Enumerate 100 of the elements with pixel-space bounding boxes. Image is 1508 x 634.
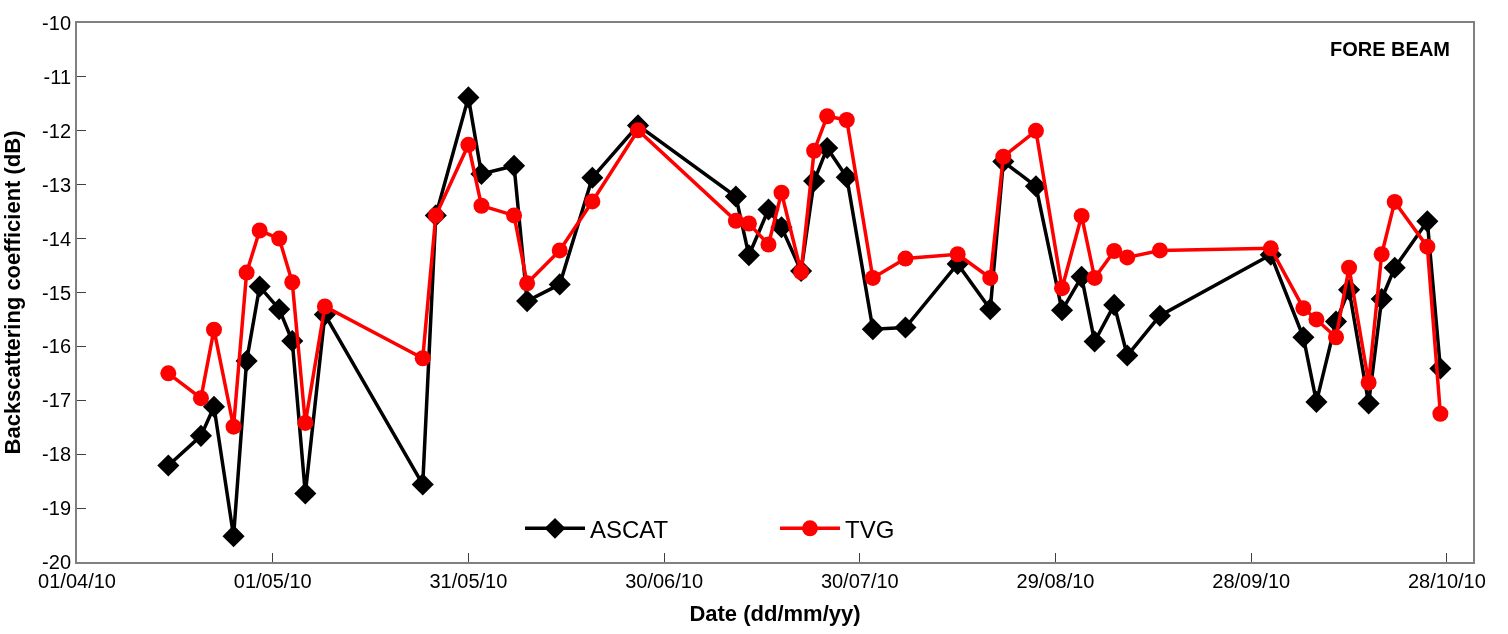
- y-tick-label: -14: [42, 227, 71, 250]
- x-tick-label: 01/05/10: [233, 570, 312, 592]
- point: [1373, 246, 1390, 263]
- point: [1262, 240, 1279, 257]
- point: [516, 290, 539, 313]
- y-tick-label: -17: [42, 389, 71, 412]
- y-tick-label: -19: [42, 497, 71, 520]
- y-tick-label: -18: [42, 443, 71, 466]
- point: [548, 273, 571, 296]
- point: [819, 108, 836, 125]
- legend-label: TVG: [845, 515, 895, 543]
- point: [838, 112, 855, 129]
- point: [1148, 304, 1171, 327]
- point: [861, 318, 884, 341]
- point: [1308, 311, 1325, 328]
- y-tick-label: -16: [42, 335, 71, 358]
- point: [157, 454, 180, 477]
- point: [1027, 122, 1044, 139]
- point: [1054, 280, 1071, 297]
- point: [460, 136, 477, 153]
- point: [1106, 243, 1123, 259]
- legend-label: ASCAT: [590, 515, 669, 543]
- y-tick-label: -10: [42, 12, 71, 34]
- x-tick-label: 29/08/10: [1016, 570, 1095, 592]
- y-tick-label: -13: [42, 173, 71, 196]
- point: [727, 212, 744, 229]
- point: [1151, 242, 1168, 259]
- point: [248, 275, 271, 298]
- y-tick-label: -11: [43, 65, 71, 88]
- point: [160, 365, 177, 382]
- point: [949, 246, 966, 263]
- point: [1073, 207, 1090, 224]
- point: [192, 390, 209, 407]
- point: [1024, 175, 1047, 198]
- point: [268, 298, 291, 321]
- point: [757, 198, 780, 221]
- x-tick-label: 28/09/10: [1212, 570, 1291, 592]
- point: [584, 193, 601, 210]
- point: [1341, 259, 1358, 276]
- point: [1419, 238, 1436, 255]
- point: [1386, 193, 1403, 210]
- point: [894, 316, 917, 339]
- point: [760, 236, 777, 253]
- point: [995, 148, 1012, 165]
- point: [724, 185, 747, 208]
- point: [982, 269, 999, 286]
- point: [1292, 326, 1315, 349]
- point: [1116, 344, 1139, 367]
- point: [1360, 374, 1377, 391]
- x-tick-label: 30/07/10: [820, 570, 899, 592]
- point: [238, 264, 255, 281]
- point: [519, 275, 536, 292]
- y-tick-label: -20: [42, 551, 71, 573]
- point: [503, 154, 526, 177]
- point: [737, 244, 760, 267]
- point: [1083, 330, 1106, 353]
- point: [202, 395, 226, 418]
- point: [206, 321, 222, 338]
- y-axis-title: Backscattering coefficient (dB): [0, 130, 26, 455]
- annotation: FORE BEAM: [1330, 38, 1450, 60]
- x-tick-label: 31/05/10: [429, 570, 508, 592]
- point: [414, 350, 431, 367]
- point: [294, 482, 317, 505]
- point: [316, 298, 333, 315]
- point: [271, 230, 288, 247]
- point: [1050, 299, 1074, 322]
- point: [630, 122, 647, 139]
- point: [1383, 256, 1406, 279]
- point: [411, 473, 434, 496]
- point: [1119, 249, 1136, 266]
- point: [740, 215, 757, 232]
- point: [835, 166, 858, 189]
- x-tick-label: 01/04/10: [38, 570, 116, 592]
- point: [473, 197, 490, 214]
- point: [1295, 300, 1312, 317]
- point: [297, 414, 314, 431]
- point: [1432, 405, 1449, 422]
- point: [806, 142, 823, 159]
- x-tick-label: 30/06/10: [625, 570, 704, 592]
- point: [864, 269, 881, 286]
- point: [1086, 269, 1103, 286]
- point: [1416, 210, 1439, 233]
- point: [284, 274, 301, 291]
- y-tick-label: -12: [42, 119, 71, 142]
- x-tick-label: 28/10/10: [1407, 570, 1486, 592]
- point: [251, 222, 268, 239]
- point: [189, 424, 212, 447]
- point: [457, 86, 480, 109]
- point: [897, 250, 914, 267]
- point: [1305, 390, 1328, 413]
- point: [222, 525, 245, 548]
- point: [225, 418, 242, 435]
- point: [551, 242, 568, 259]
- point: [581, 166, 604, 189]
- point: [1328, 329, 1345, 346]
- point: [506, 207, 523, 224]
- x-axis-title: Date (dd/mm/yy): [689, 601, 861, 627]
- y-tick-label: -15: [42, 281, 71, 304]
- point: [979, 298, 1002, 321]
- point: [773, 184, 790, 201]
